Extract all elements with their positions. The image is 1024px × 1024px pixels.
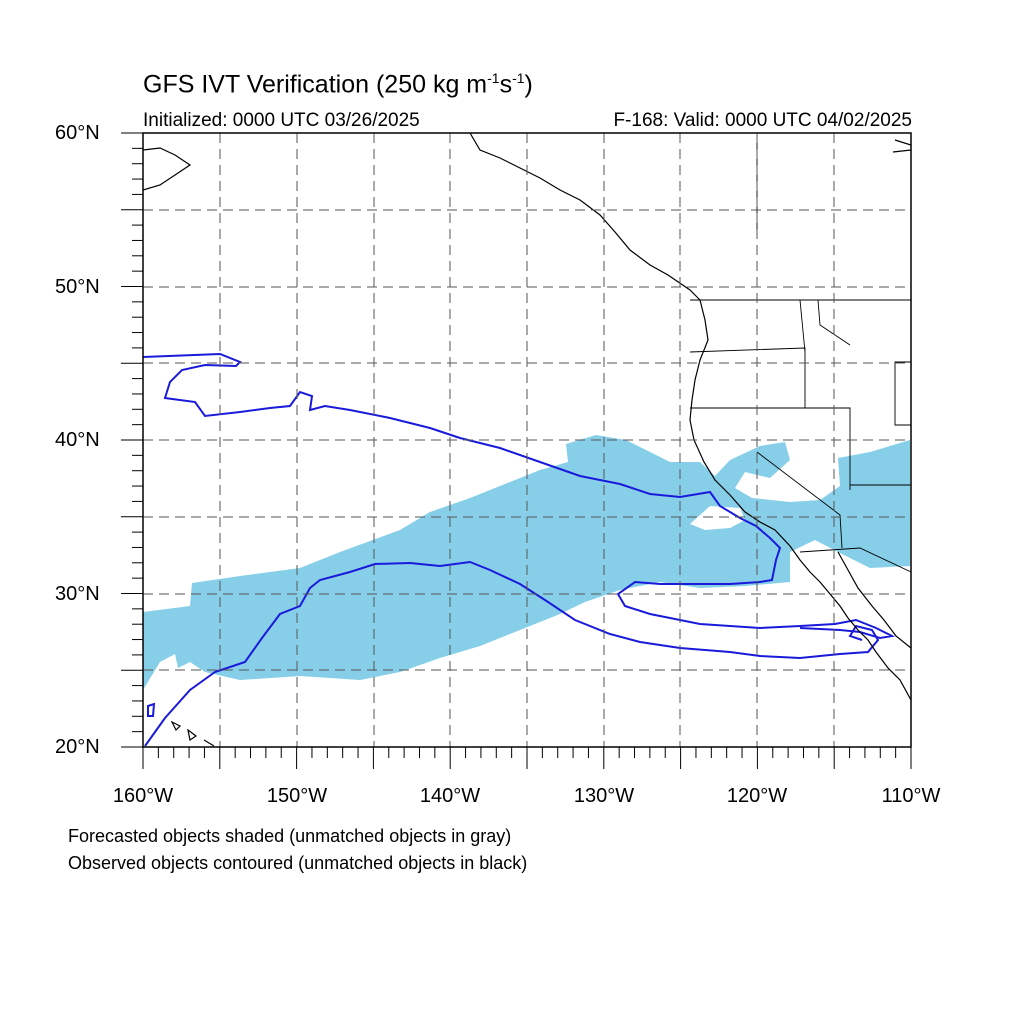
lat-label-60: 60°N: [55, 122, 100, 144]
map-title: GFS IVT Verification (250 kg m-1s-1): [143, 70, 533, 99]
lon-label-110w: 110°W: [881, 785, 941, 807]
coastline-north-america: [469, 133, 911, 701]
lat-label-30: 30°N: [55, 583, 100, 605]
lat-label-20: 20°N: [55, 736, 100, 758]
lon-label-130w: 130°W: [573, 785, 635, 807]
observed-ivt-contour-north: [143, 352, 896, 640]
grid-lines: [143, 133, 911, 747]
forecast-ivt-object: [143, 435, 910, 690]
observed-ivt-contour-south: [144, 560, 880, 747]
coastline-east: [892, 139, 911, 153]
coastline-alaska: [143, 147, 192, 191]
lat-label-40: 40°N: [55, 429, 100, 451]
axis-ticks: [121, 132, 912, 769]
footnote-forecast: Forecasted objects shaded (unmatched obj…: [68, 826, 512, 846]
coastline-gulf-california: [837, 551, 911, 649]
lon-label-120w: 120°W: [726, 785, 788, 807]
hawaii-islands: [170, 720, 215, 747]
lon-label-160w: 160°W: [112, 785, 174, 807]
footnote-observed: Observed objects contoured (unmatched ob…: [68, 853, 528, 873]
initialized-label: Initialized: 0000 UTC 03/26/2025: [143, 110, 420, 131]
lon-label-150w: 150°W: [266, 785, 328, 807]
lon-label-140w: 140°W: [419, 785, 481, 807]
lat-label-50: 50°N: [55, 276, 100, 298]
observed-ivt-contour-small: [147, 702, 156, 717]
valid-label: F-168: Valid: 0000 UTC 04/02/2025: [613, 110, 912, 131]
